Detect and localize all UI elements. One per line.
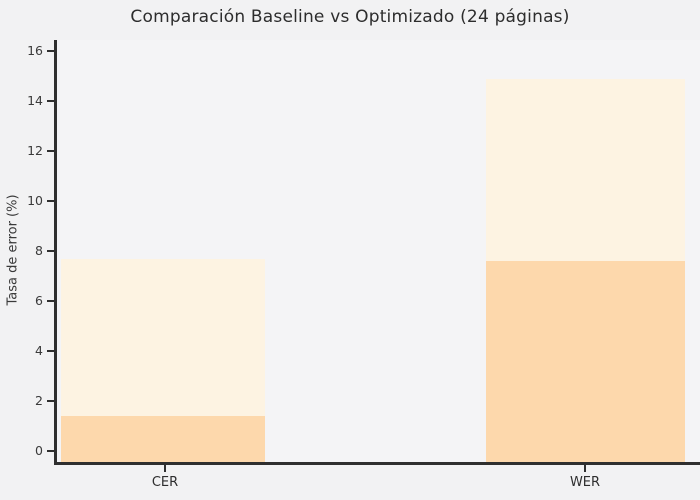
- x-tick-label-wer: WER: [569, 475, 601, 490]
- y-tick-label: 6: [35, 293, 43, 308]
- y-tick-mark: [47, 50, 54, 52]
- y-tick-label: 0: [35, 443, 43, 458]
- y-tick-mark: [47, 300, 54, 302]
- y-tick-label: 16: [27, 43, 43, 58]
- y-tick-mark: [47, 250, 54, 252]
- x-tick-mark: [164, 465, 166, 472]
- optimizado-bar-cer: [61, 416, 265, 462]
- y-tick-mark: [47, 150, 54, 152]
- y-tick-label: 10: [27, 193, 43, 208]
- y-tick-label: 8: [35, 243, 43, 258]
- y-tick-mark: [47, 400, 54, 402]
- y-tick-mark: [47, 100, 54, 102]
- chart-title: Comparación Baseline vs Optimizado (24 p…: [130, 7, 570, 27]
- y-tick-label: 14: [27, 93, 43, 108]
- y-tick-mark: [47, 450, 54, 452]
- optimizado-bar-wer: [486, 261, 685, 462]
- y-tick-label: 4: [35, 343, 43, 358]
- x-tick-label-cer: CER: [151, 475, 179, 490]
- x-tick-mark: [584, 465, 586, 472]
- y-tick-mark: [47, 200, 54, 202]
- y-tick-mark: [47, 350, 54, 352]
- y-tick-label: 12: [27, 143, 43, 158]
- y-tick-label: 2: [35, 393, 43, 408]
